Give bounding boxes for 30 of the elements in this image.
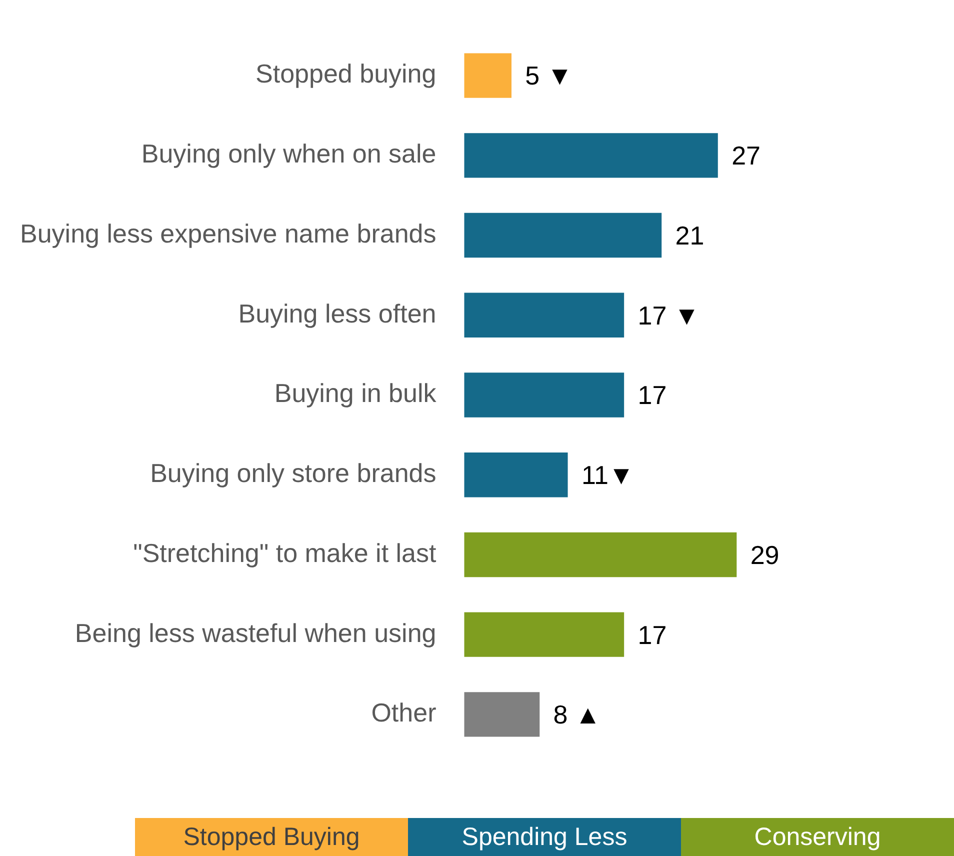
bar [464,452,568,498]
y-tick-label: Buying in bulk [274,378,438,408]
data-label: 17 ▼ [638,300,700,330]
y-tick-label: Buying less expensive name brands [20,218,436,248]
bar [464,133,718,178]
data-label: 17 [638,380,667,410]
bar [464,53,512,98]
data-label: 27 [732,140,760,171]
y-tick-label: Other [371,698,437,728]
y-tick-label: Stopped buying [256,58,436,89]
bar [464,212,662,258]
text: Spending Less [408,818,681,856]
y-tick-label: Buying only when on sale [141,138,436,169]
y-tick-label: Being less wasteful when using [74,618,436,648]
data-label: 11▼ [581,460,634,490]
data-label: 29 [750,540,780,570]
bar [464,612,624,657]
bar [464,692,540,737]
text: Conserving [681,818,954,856]
y-tick-label: Buying only store brands [150,458,436,488]
bar [464,292,624,338]
data-label: 8 ▲ [553,700,601,730]
text: Stopped Buying [135,818,408,856]
data-label: 21 [675,220,704,250]
data-label: 17 [638,620,667,650]
bar [464,372,624,418]
y-tick-label: Buying less often [238,298,436,328]
bar [464,532,737,578]
data-label: 5 ▼ [525,60,573,91]
y-tick-label: "Stretching" to make it last [133,538,438,568]
